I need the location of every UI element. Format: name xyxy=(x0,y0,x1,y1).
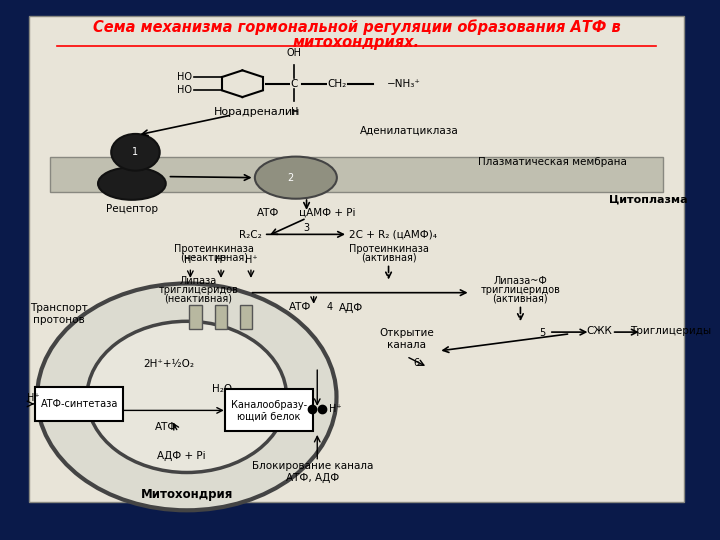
Text: Триглицериды: Триглицериды xyxy=(629,326,711,336)
Ellipse shape xyxy=(255,157,337,199)
Text: Плазматическая мембрана: Плазматическая мембрана xyxy=(479,157,627,167)
Text: H⁺: H⁺ xyxy=(329,404,342,414)
FancyBboxPatch shape xyxy=(35,387,123,421)
Text: 2C + R₂ (цАМФ)₄: 2C + R₂ (цАМФ)₄ xyxy=(349,230,437,240)
FancyBboxPatch shape xyxy=(225,389,313,431)
Text: 1: 1 xyxy=(132,147,138,157)
Text: АТФ-синтетаза: АТФ-синтетаза xyxy=(40,399,118,409)
Text: H⁺: H⁺ xyxy=(245,255,257,265)
Text: триглицеридов: триглицеридов xyxy=(480,285,560,295)
Text: (неактивная): (неактивная) xyxy=(164,293,232,303)
Ellipse shape xyxy=(37,284,336,510)
Text: АДФ: АДФ xyxy=(338,302,363,313)
Text: Транспорт
протонов: Транспорт протонов xyxy=(30,303,87,325)
Bar xyxy=(189,305,202,329)
Text: Липаза~Ф: Липаза~Ф xyxy=(493,276,547,286)
Text: АДФ + Рi: АДФ + Рi xyxy=(157,451,205,461)
Text: 2H⁺+½O₂: 2H⁺+½O₂ xyxy=(143,359,194,369)
Text: Каналообразу-
ющий белок: Каналообразу- ющий белок xyxy=(230,400,307,421)
Text: Норадреналин: Норадреналин xyxy=(213,107,300,117)
Text: митохондриях.: митохондриях. xyxy=(293,35,420,50)
Text: Рецептор: Рецептор xyxy=(106,204,158,214)
Text: Блокирование канала
АТФ, АДФ: Блокирование канала АТФ, АДФ xyxy=(251,461,373,483)
Text: H: H xyxy=(291,107,298,117)
Text: (активная): (активная) xyxy=(361,253,416,263)
Text: H⁺: H⁺ xyxy=(215,255,228,265)
Text: АТФ: АТФ xyxy=(256,208,279,218)
Text: CH₂: CH₂ xyxy=(328,79,347,89)
Text: (активная): (активная) xyxy=(492,293,548,303)
Bar xyxy=(240,305,253,329)
Text: R₂C₂: R₂C₂ xyxy=(239,230,261,240)
Text: H⁺: H⁺ xyxy=(27,393,40,403)
Text: Открытие
канала: Открытие канала xyxy=(379,328,433,350)
Text: (неактивная): (неактивная) xyxy=(180,253,248,263)
Text: 4: 4 xyxy=(326,302,333,313)
Ellipse shape xyxy=(87,321,287,472)
Text: 6: 6 xyxy=(413,358,420,368)
Text: АТФ: АТФ xyxy=(155,422,177,433)
Text: СЖК: СЖК xyxy=(586,326,612,336)
Ellipse shape xyxy=(98,167,166,200)
Bar xyxy=(215,305,228,329)
Text: Аденилатциклаза: Аденилатциклаза xyxy=(360,126,459,136)
Text: OH: OH xyxy=(287,48,302,58)
Text: C: C xyxy=(291,79,298,89)
Text: АТФ: АТФ xyxy=(289,302,311,313)
Text: 5: 5 xyxy=(540,328,546,339)
Text: H₂O: H₂O xyxy=(212,383,233,394)
Text: Липаза: Липаза xyxy=(179,276,217,286)
Text: H⁺: H⁺ xyxy=(184,255,197,265)
Text: −NH₃⁺: −NH₃⁺ xyxy=(387,79,421,89)
Text: Митохондрия: Митохондрия xyxy=(140,488,233,501)
Ellipse shape xyxy=(111,134,160,171)
Text: триглицеридов: триглицеридов xyxy=(158,285,238,295)
Text: Протеинкиназа: Протеинкиназа xyxy=(348,244,428,254)
Text: Цитоплазма: Цитоплазма xyxy=(609,194,688,205)
Text: HO: HO xyxy=(177,72,192,82)
Text: HO: HO xyxy=(177,85,192,96)
Text: 3: 3 xyxy=(303,223,309,233)
Text: Сема механизма гормональной регуляции образования АТФ в: Сема механизма гормональной регуляции об… xyxy=(93,19,621,35)
Text: цАМФ + Рi: цАМФ + Рi xyxy=(300,208,356,218)
Bar xyxy=(50,157,663,192)
Text: Протеинкиназа: Протеинкиназа xyxy=(174,244,254,254)
Text: 2: 2 xyxy=(287,173,293,183)
